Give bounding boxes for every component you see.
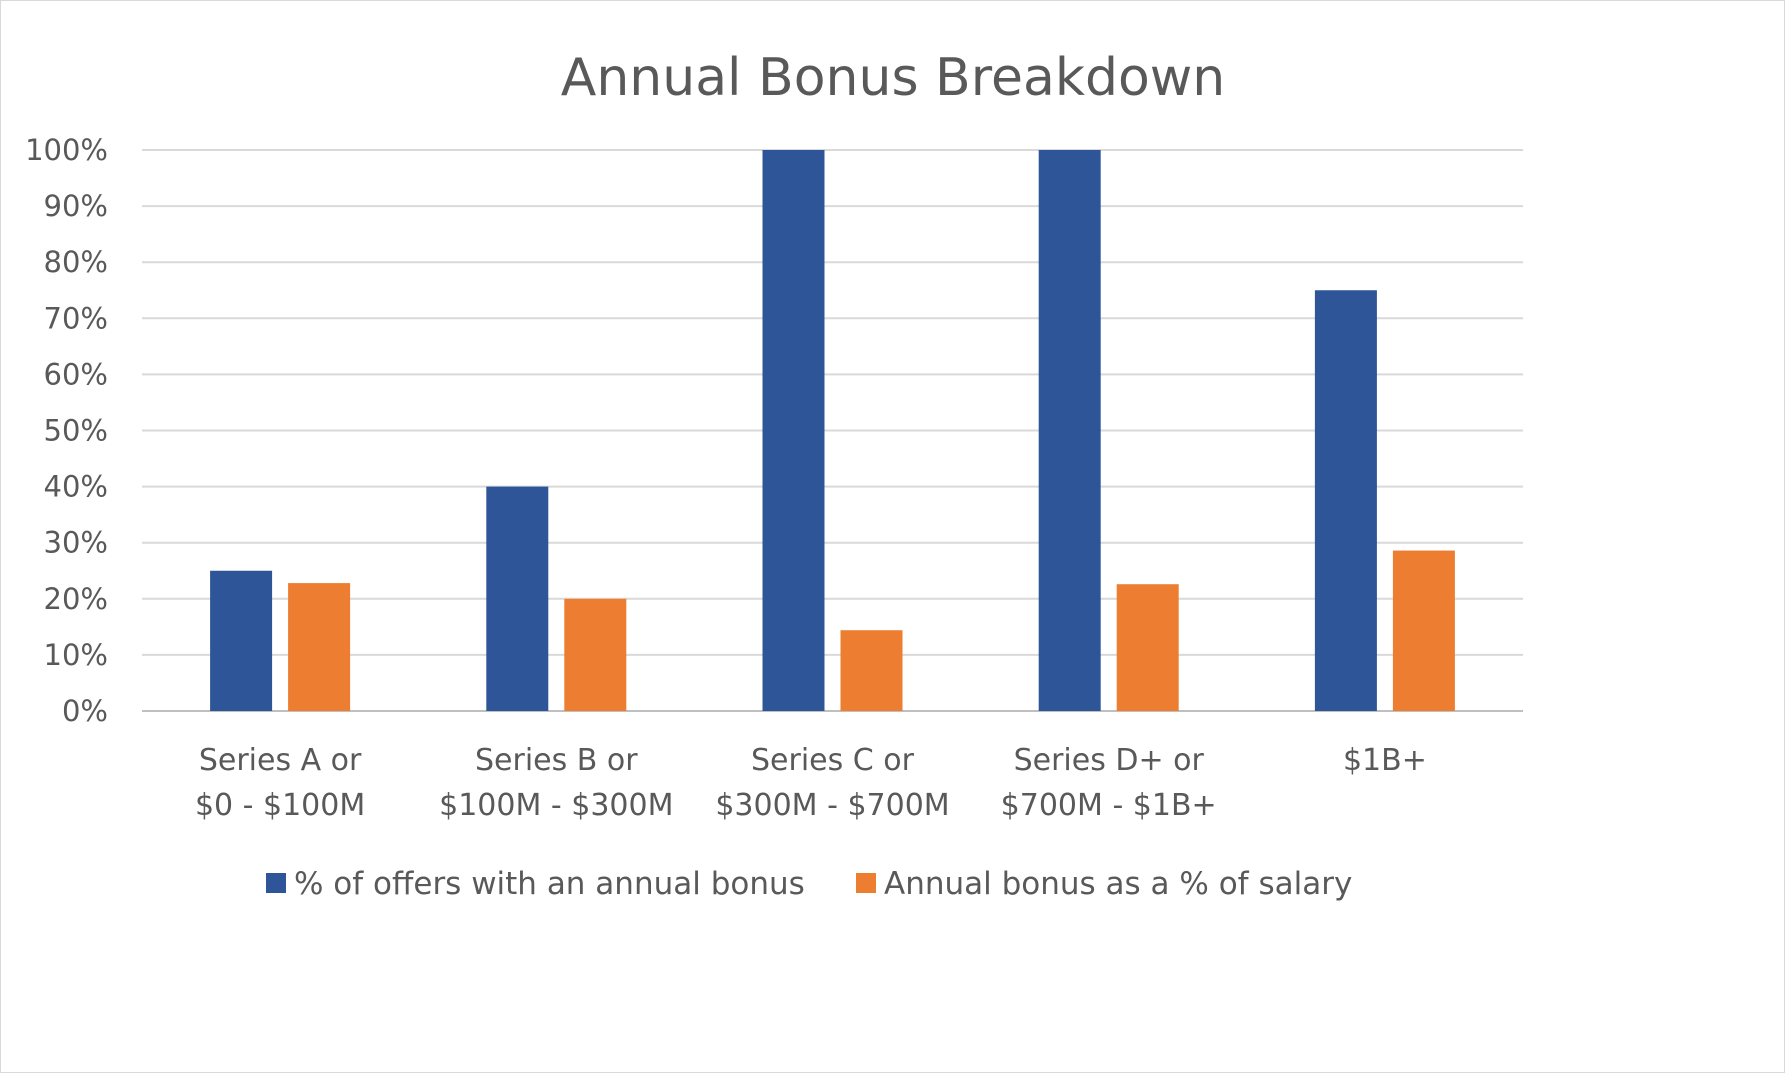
y-tick-label: 90% bbox=[44, 189, 108, 223]
legend: % of offers with an annual bonus Annual b… bbox=[266, 866, 1352, 902]
bar-bonus-pct-salary bbox=[1116, 584, 1179, 711]
legend-swatch bbox=[266, 873, 286, 893]
category-label: Series A or bbox=[199, 743, 362, 778]
x-axis-categories: Series A or $0 - $100M Series B or $100M - … bbox=[195, 743, 1427, 823]
y-tick-label: 100% bbox=[25, 133, 108, 167]
bar-bonus-pct-salary bbox=[288, 583, 351, 711]
y-tick-label: 0% bbox=[62, 694, 108, 728]
category-label: Series C or bbox=[751, 743, 915, 778]
bars bbox=[210, 150, 1455, 711]
y-tick-label: 50% bbox=[44, 414, 108, 448]
y-tick-label: 70% bbox=[44, 301, 108, 335]
grid-lines bbox=[142, 149, 1523, 712]
bar-offers-with-bonus bbox=[1038, 150, 1101, 711]
chart-title: Annual Bonus Breakdown bbox=[561, 48, 1226, 108]
category-label: $0 - $100M bbox=[195, 788, 365, 823]
category-label: $1B+ bbox=[1343, 743, 1427, 778]
legend-swatch bbox=[856, 873, 876, 893]
y-tick-label: 10% bbox=[44, 638, 108, 672]
category-label: $700M - $1B+ bbox=[1001, 788, 1217, 823]
y-tick-label: 40% bbox=[44, 470, 108, 504]
y-tick-label: 20% bbox=[44, 582, 108, 616]
legend-label: % of offers with an annual bonus bbox=[294, 866, 805, 902]
legend-label: Annual bonus as a % of salary bbox=[884, 866, 1352, 902]
y-tick-label: 60% bbox=[44, 357, 108, 391]
category-label: Series B or bbox=[475, 743, 638, 778]
category-label: $100M - $300M bbox=[439, 788, 673, 823]
y-axis-ticks: 0% 10% 20% 30% 40% 50% 60% 70% 80% 90% 100% bbox=[25, 133, 108, 728]
category-label: $300M - $700M bbox=[715, 788, 949, 823]
category-label: Series D+ or bbox=[1014, 743, 1205, 778]
bar-offers-with-bonus bbox=[486, 486, 549, 711]
bar-bonus-pct-salary bbox=[564, 598, 627, 711]
y-tick-label: 80% bbox=[44, 245, 108, 279]
bar-offers-with-bonus bbox=[762, 150, 825, 711]
bar-offers-with-bonus bbox=[210, 570, 273, 711]
bar-offers-with-bonus bbox=[1314, 290, 1377, 711]
bar-bonus-pct-salary bbox=[1392, 550, 1455, 711]
bar-bonus-pct-salary bbox=[840, 630, 903, 711]
y-tick-label: 30% bbox=[44, 526, 108, 560]
